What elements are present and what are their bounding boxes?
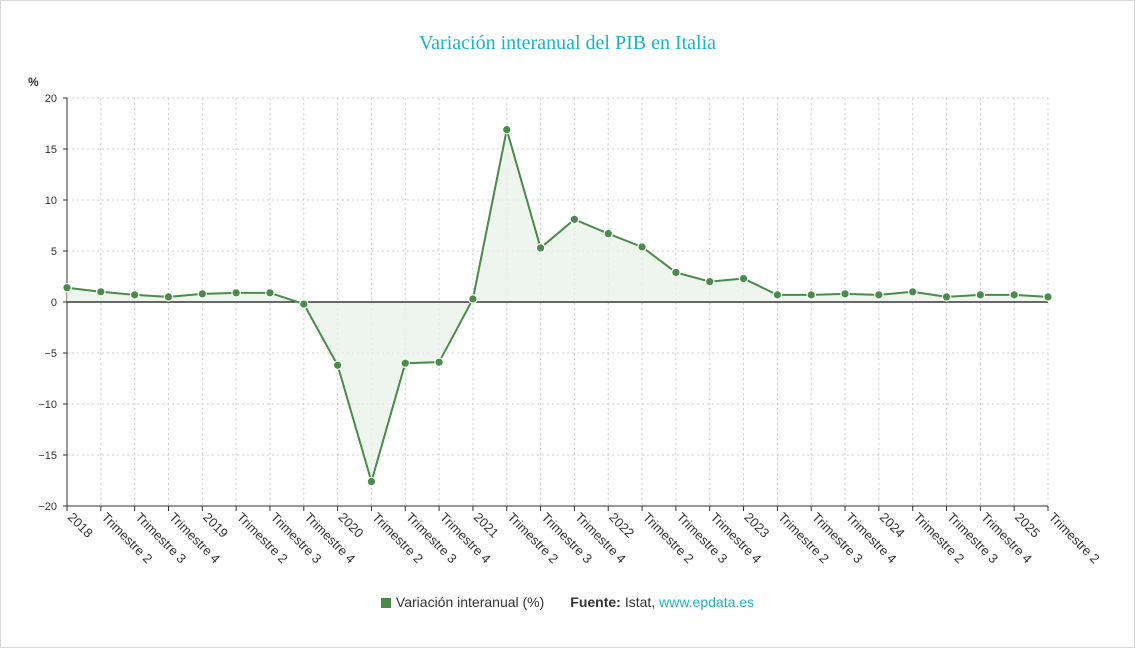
- data-point: [1009, 290, 1019, 300]
- data-point: [501, 124, 512, 135]
- data-point: [907, 286, 918, 297]
- source-label: Fuente:: [570, 594, 621, 610]
- x-tick-label: 2023: [741, 510, 772, 541]
- y-tick-label: −5: [44, 348, 57, 360]
- y-tick-label: 15: [45, 144, 57, 156]
- data-point: [704, 276, 715, 287]
- chart-footer: Variación interanual (%) Fuente: Istat, ww…: [1, 594, 1134, 610]
- data-point: [400, 358, 411, 368]
- data-point: [975, 290, 986, 300]
- x-tick-label: 2020: [335, 510, 366, 541]
- source-link[interactable]: www.epdata.es: [659, 594, 755, 610]
- chart-title: Variación interanual del PIB en Italia: [418, 32, 717, 54]
- data-point: [772, 290, 783, 300]
- data-point: [671, 267, 681, 278]
- y-axis-unit-label: %: [28, 75, 39, 89]
- data-point: [738, 273, 749, 284]
- y-tick-label: −15: [38, 450, 57, 462]
- x-tick-label: 2018: [65, 510, 96, 541]
- data-point: [535, 243, 546, 253]
- y-tick-label: −20: [38, 501, 57, 513]
- y-tick-label: 5: [51, 246, 57, 258]
- data-point: [874, 290, 884, 300]
- data-point: [434, 357, 444, 367]
- data-point: [468, 294, 478, 304]
- data-point: [265, 288, 275, 298]
- data-point: [840, 289, 850, 299]
- x-tick-label: 2022: [606, 510, 637, 541]
- data-point: [1043, 292, 1053, 302]
- y-tick-label: 0: [51, 297, 57, 309]
- x-tick-label: Trimestre 2: [1046, 510, 1103, 567]
- data-point: [637, 242, 647, 252]
- data-point: [129, 290, 140, 300]
- data-point: [197, 289, 208, 299]
- series-line: [66, 129, 1049, 486]
- series-area: [67, 129, 1048, 482]
- data-point: [603, 228, 614, 239]
- data-point: [96, 286, 106, 297]
- x-tick-label: 2024: [877, 510, 908, 541]
- x-tick-label: 2019: [200, 510, 231, 541]
- data-point: [298, 299, 309, 309]
- y-tick-label: −10: [38, 399, 57, 411]
- data-point: [366, 476, 377, 487]
- y-tick-label: 20: [45, 93, 57, 105]
- data-point: [332, 360, 343, 371]
- legend-label: Variación interanual (%): [395, 594, 545, 610]
- data-point: [569, 214, 580, 225]
- data-point: [163, 292, 174, 302]
- source-name: Istat,: [624, 594, 656, 610]
- data-point: [806, 290, 817, 300]
- data-point: [941, 292, 952, 302]
- data-point: [231, 288, 241, 298]
- data-point: [62, 282, 72, 293]
- x-tick-label: 2021: [471, 510, 502, 541]
- legend-swatch: [380, 598, 391, 608]
- x-tick-label: 2025: [1012, 510, 1043, 541]
- y-tick-label: 10: [45, 195, 57, 207]
